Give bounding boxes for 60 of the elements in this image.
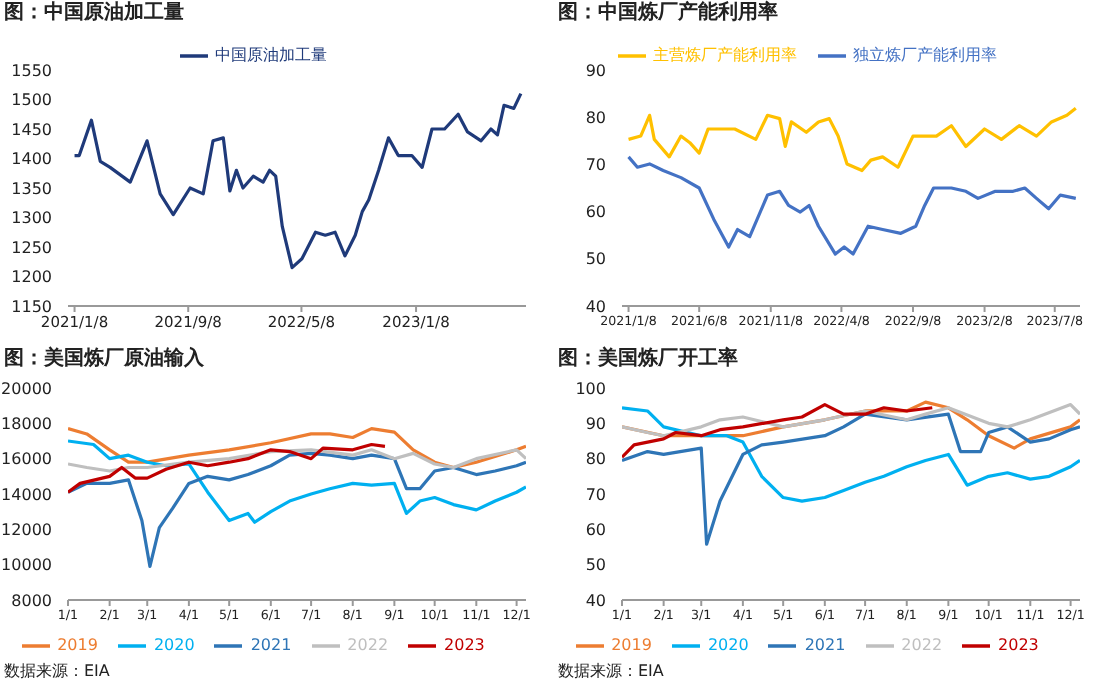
legend-label: 2019	[57, 635, 98, 654]
legend-label: 中国原油加工量	[215, 46, 327, 65]
y-tick-label: 8000	[11, 590, 52, 609]
line-series	[622, 402, 1080, 437]
y-tick-label: 50	[585, 250, 606, 269]
line-series	[622, 402, 934, 458]
y-tick-label: 100	[575, 378, 606, 397]
line-series	[622, 411, 1080, 545]
line-series	[68, 441, 387, 493]
legend-label: 2021	[250, 635, 292, 654]
y-tick-label: 14000	[1, 484, 52, 503]
line-series	[68, 450, 526, 568]
y-tick-label: 90	[585, 61, 606, 80]
y-tick-label: 90	[585, 414, 606, 433]
line-series	[68, 438, 526, 523]
y-tick-label: 1200	[11, 268, 52, 287]
legend-label: 2023	[444, 635, 485, 654]
y-tick-label: 1350	[11, 179, 52, 198]
y-tick-label: 1300	[11, 209, 52, 228]
y-tick-label: 18000	[1, 414, 52, 433]
y-tick-label: 80	[585, 108, 606, 127]
chart-title: 图：中国原油加工量	[2, 0, 186, 28]
y-tick-label: 70	[585, 484, 606, 503]
legend-label: 主营炼厂产能利用率	[653, 46, 797, 65]
y-tick-label: 60	[585, 203, 606, 222]
line-series	[622, 405, 1080, 502]
y-tick-label: 12000	[1, 520, 52, 539]
chart-title: 图：中国炼厂产能利用率	[556, 0, 780, 28]
y-tick-label: 1400	[11, 150, 52, 169]
y-tick-label: 1500	[11, 91, 52, 110]
y-tick-label: 80	[585, 449, 606, 468]
legend-label: 2020	[707, 635, 749, 654]
y-tick-label: 40	[585, 297, 606, 316]
line-series	[68, 447, 526, 472]
legend-label: 2022	[347, 635, 389, 654]
line-series	[626, 155, 1078, 256]
line-series	[72, 92, 523, 270]
chart-title: 图：美国炼厂开工率	[556, 345, 740, 373]
y-tick-label: 70	[585, 156, 606, 175]
legend-label: 2021	[804, 635, 846, 654]
y-tick-label: 10000	[1, 555, 52, 574]
y-tick-label: 1250	[11, 238, 52, 257]
legend-label: 2020	[153, 635, 195, 654]
y-tick-label: 60	[585, 520, 606, 539]
y-tick-label: 1450	[11, 120, 52, 139]
source-note: 数据来源：EIA	[2, 659, 112, 683]
source-note: 数据来源：EIA	[556, 659, 666, 683]
y-tick-label: 40	[585, 590, 606, 609]
y-tick-label: 1150	[11, 297, 52, 316]
legend-label: 2022	[901, 635, 943, 654]
y-tick-label: 50	[585, 555, 606, 574]
line-series	[626, 106, 1078, 173]
line-series	[68, 426, 526, 469]
legend-label: 2023	[998, 635, 1039, 654]
y-tick-label: 16000	[1, 449, 52, 468]
legend-label: 2019	[611, 635, 652, 654]
y-tick-label: 20000	[1, 378, 52, 397]
legend-label: 独立炼厂产能利用率	[853, 46, 997, 65]
chart-title: 图：美国炼厂原油输入	[2, 345, 206, 373]
y-tick-label: 1550	[11, 61, 52, 80]
